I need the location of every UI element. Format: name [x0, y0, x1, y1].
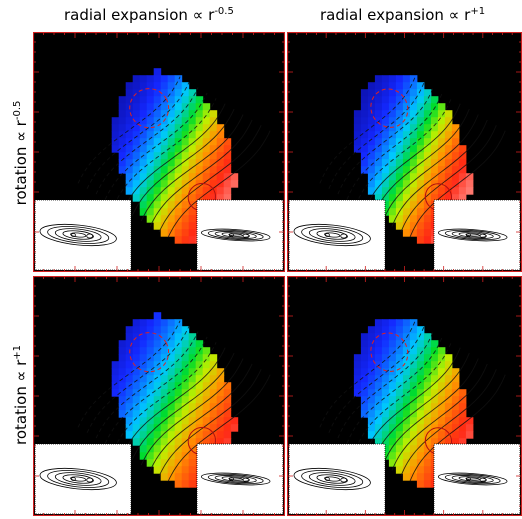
contours — [319, 76, 506, 238]
column-title-right-text: radial expansion ∝ r — [320, 6, 471, 24]
panel-bottom-right — [287, 276, 522, 516]
inset-left — [34, 443, 132, 515]
column-title-left-text: radial expansion ∝ r — [64, 6, 215, 24]
column-title-right: radial expansion ∝ r+1 — [320, 6, 485, 24]
column-title-left-exponent: -0.5 — [214, 6, 234, 17]
column-title-right-exponent: +1 — [470, 6, 486, 17]
panel-top-left — [33, 32, 285, 272]
inset-right — [196, 443, 284, 515]
column-title-left: radial expansion ∝ r-0.5 — [64, 6, 234, 24]
velocity-map-top-right — [287, 32, 522, 272]
row-title-top-text: rotation ∝ r — [12, 120, 30, 206]
panel-top-right — [287, 32, 522, 272]
inset-right — [433, 199, 521, 271]
velocity-map-bottom-right — [287, 276, 522, 516]
inset-right — [196, 199, 284, 271]
row-title-bottom-exponent: +1 — [12, 345, 23, 360]
negative-contour — [129, 88, 170, 129]
contours — [77, 76, 271, 238]
negative-contour — [129, 332, 170, 373]
inset-left — [288, 199, 386, 271]
velocity-map-bottom-left — [33, 276, 285, 516]
row-title-bottom: rotation ∝ r+1 — [12, 330, 30, 460]
row-title-top: rotation ∝ r-0.5 — [12, 88, 30, 218]
negative-contour — [370, 88, 409, 128]
inset-left — [288, 443, 386, 515]
row-title-bottom-text: rotation ∝ r — [12, 359, 30, 445]
negative-contour — [370, 332, 409, 372]
panel-bottom-left — [33, 276, 285, 516]
inset-left — [34, 199, 132, 271]
tick-marks — [287, 276, 522, 516]
tick-marks — [33, 276, 285, 516]
contours — [77, 320, 271, 482]
row-title-top-exponent: -0.5 — [12, 100, 23, 121]
velocity-map-top-left — [33, 32, 285, 272]
contours — [319, 320, 506, 482]
inset-right — [433, 443, 521, 515]
tick-marks — [33, 32, 285, 272]
